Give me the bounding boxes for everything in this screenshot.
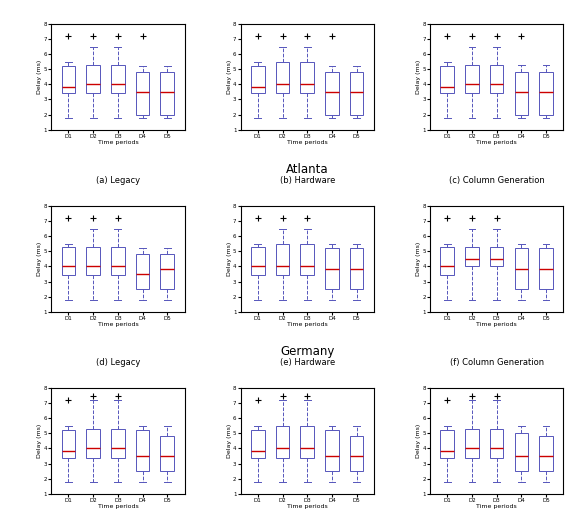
PathPatch shape [61, 247, 75, 276]
Y-axis label: Delay (ms): Delay (ms) [226, 242, 232, 276]
X-axis label: Time periods: Time periods [476, 504, 517, 509]
PathPatch shape [514, 249, 528, 289]
PathPatch shape [111, 65, 125, 93]
PathPatch shape [539, 72, 553, 115]
PathPatch shape [61, 430, 75, 458]
PathPatch shape [160, 254, 174, 289]
PathPatch shape [514, 433, 528, 471]
X-axis label: Time periods: Time periods [287, 504, 328, 509]
PathPatch shape [86, 247, 100, 276]
PathPatch shape [465, 247, 479, 267]
Y-axis label: Delay (ms): Delay (ms) [37, 242, 42, 276]
PathPatch shape [490, 429, 504, 458]
PathPatch shape [160, 436, 174, 471]
Text: (d) Legacy: (d) Legacy [96, 358, 140, 367]
PathPatch shape [251, 66, 265, 93]
PathPatch shape [325, 249, 339, 289]
PathPatch shape [300, 62, 314, 93]
PathPatch shape [160, 72, 174, 115]
X-axis label: Time periods: Time periods [476, 140, 517, 145]
PathPatch shape [86, 429, 100, 458]
PathPatch shape [251, 430, 265, 458]
PathPatch shape [86, 65, 100, 93]
PathPatch shape [136, 72, 150, 115]
PathPatch shape [350, 436, 364, 471]
PathPatch shape [440, 66, 454, 93]
Text: (f) Column Generation: (f) Column Generation [450, 358, 544, 367]
PathPatch shape [514, 72, 528, 115]
PathPatch shape [350, 72, 364, 115]
Y-axis label: Delay (ms): Delay (ms) [416, 424, 421, 458]
PathPatch shape [490, 65, 504, 93]
X-axis label: Time periods: Time periods [97, 504, 138, 509]
PathPatch shape [300, 244, 314, 276]
PathPatch shape [276, 244, 290, 276]
PathPatch shape [111, 429, 125, 458]
PathPatch shape [251, 247, 265, 276]
Text: Germany: Germany [280, 345, 335, 358]
X-axis label: Time periods: Time periods [97, 140, 138, 145]
PathPatch shape [440, 247, 454, 276]
X-axis label: Time periods: Time periods [476, 322, 517, 327]
Text: (e) Hardware: (e) Hardware [279, 358, 335, 367]
PathPatch shape [350, 249, 364, 289]
PathPatch shape [325, 430, 339, 471]
Y-axis label: Delay (ms): Delay (ms) [37, 424, 42, 458]
Text: Atlanta: Atlanta [286, 164, 328, 176]
Y-axis label: Delay (ms): Delay (ms) [226, 424, 232, 458]
X-axis label: Time periods: Time periods [287, 322, 328, 327]
PathPatch shape [490, 247, 504, 267]
Y-axis label: Delay (ms): Delay (ms) [226, 59, 232, 94]
PathPatch shape [539, 249, 553, 289]
PathPatch shape [465, 65, 479, 93]
PathPatch shape [440, 430, 454, 458]
PathPatch shape [300, 426, 314, 458]
X-axis label: Time periods: Time periods [97, 322, 138, 327]
Text: (c) Column Generation: (c) Column Generation [449, 176, 545, 185]
Text: (b) Hardware: (b) Hardware [279, 176, 335, 185]
Text: (a) Legacy: (a) Legacy [96, 176, 140, 185]
Y-axis label: Delay (ms): Delay (ms) [416, 59, 421, 94]
PathPatch shape [276, 426, 290, 458]
X-axis label: Time periods: Time periods [287, 140, 328, 145]
PathPatch shape [276, 62, 290, 93]
PathPatch shape [136, 254, 150, 289]
PathPatch shape [539, 436, 553, 471]
Y-axis label: Delay (ms): Delay (ms) [416, 242, 421, 276]
PathPatch shape [61, 66, 75, 93]
PathPatch shape [465, 429, 479, 458]
PathPatch shape [325, 72, 339, 115]
Y-axis label: Delay (ms): Delay (ms) [37, 59, 42, 94]
PathPatch shape [136, 430, 150, 471]
PathPatch shape [111, 247, 125, 276]
